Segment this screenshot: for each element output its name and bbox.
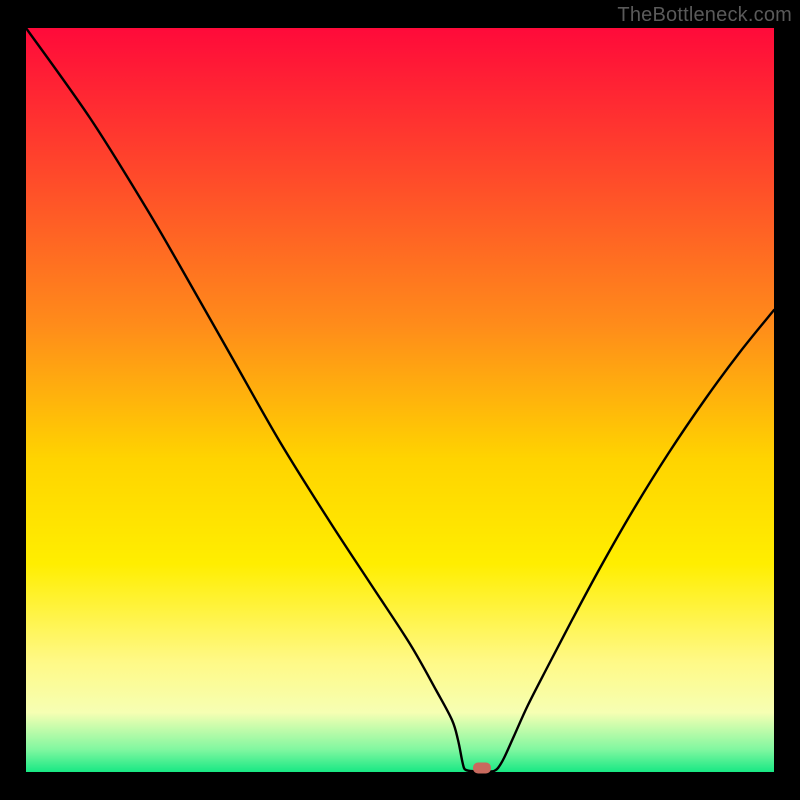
watermark-text: TheBottleneck.com — [617, 4, 792, 27]
optimal-point-marker — [473, 763, 491, 774]
chart-stage: TheBottleneck.com — [0, 0, 800, 800]
bottleneck-chart — [0, 0, 800, 800]
plot-gradient-area — [26, 28, 774, 772]
